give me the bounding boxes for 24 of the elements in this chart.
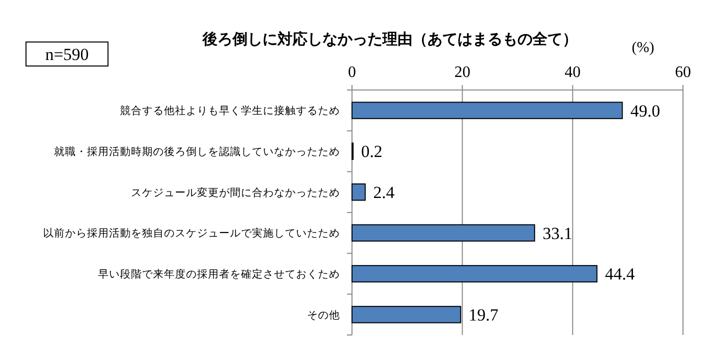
data-label: 0.2 bbox=[361, 142, 382, 162]
bar bbox=[352, 102, 623, 120]
bar bbox=[352, 224, 536, 242]
data-label: 19.7 bbox=[468, 306, 499, 325]
y-tick-label: その他 bbox=[307, 309, 340, 322]
bar bbox=[352, 265, 598, 282]
sample-size-box: n=590 bbox=[26, 42, 108, 66]
x-axis-title: (%) bbox=[632, 40, 654, 56]
bar bbox=[352, 183, 366, 201]
x-tick-label: 20 bbox=[454, 64, 470, 81]
y-tick-label: 以前から採用活動を独自のスケジュールで実施していたため bbox=[43, 226, 340, 240]
y-tick-label: 早い段階で来年度の採用者を確定させておくため bbox=[98, 267, 340, 280]
data-label: 33.1 bbox=[542, 224, 572, 243]
x-tick-label: 40 bbox=[564, 64, 581, 81]
x-tick-label: 0 bbox=[348, 64, 356, 81]
data-label: 2.4 bbox=[373, 183, 395, 202]
chart-title: 後ろ倒しに対応しなかった理由（あてはまるもの全て） bbox=[202, 30, 578, 48]
x-tick-label: 60 bbox=[675, 64, 691, 81]
y-tick-label: 就職・採用活動時期の後ろ倒しを認識していなかったため bbox=[54, 144, 340, 158]
data-label: 49.0 bbox=[630, 101, 660, 120]
bar bbox=[352, 306, 462, 324]
y-tick-label: スケジュール変更が間に合わなかったため bbox=[131, 186, 340, 199]
data-label: 44.4 bbox=[604, 264, 636, 284]
y-tick-label: 競合する他社よりも早く学生に接触するため bbox=[120, 104, 340, 118]
